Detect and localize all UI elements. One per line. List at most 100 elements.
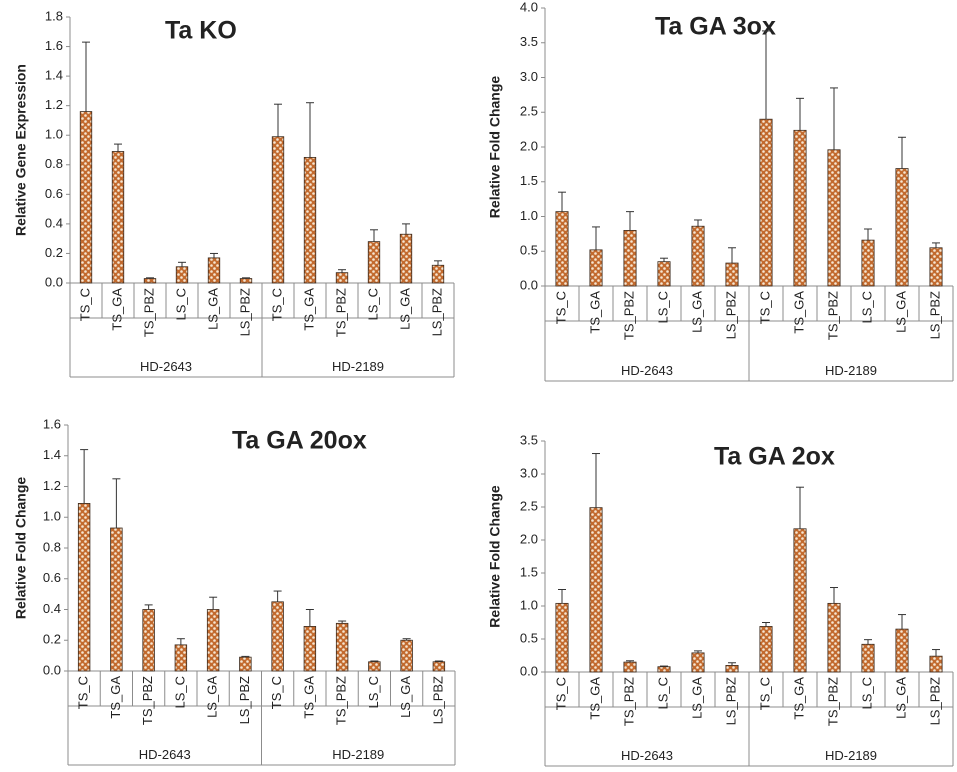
y-tick-label: 1.0: [43, 509, 61, 524]
y-axis-label: Relative Gene Expression: [13, 64, 29, 236]
y-tick-label: 1.0: [520, 597, 538, 612]
category-label: TS_GA: [301, 288, 316, 331]
y-tick-label: 0.0: [520, 663, 538, 678]
y-tick-label: 1.4: [45, 68, 63, 83]
category-label: LS_C: [655, 291, 670, 324]
category-label: LS_C: [859, 291, 874, 324]
category-label: TS_PBZ: [621, 677, 636, 726]
y-tick-label: 4.0: [520, 0, 538, 14]
category-label: LS_GA: [689, 677, 704, 719]
y-tick-label: 0.4: [45, 215, 63, 230]
y-tick-label: 0.0: [520, 277, 538, 292]
category-label: TS_C: [76, 676, 91, 709]
chart-panel-4: Ta GA 2ox Relative Fold Change 0.0 0.5 1.0 1.…: [487, 432, 954, 767]
bar: [657, 261, 671, 287]
category-label: LS_C: [366, 676, 381, 709]
category-label: LS_PBZ: [927, 677, 942, 725]
y-tick-label: 2.0: [520, 138, 538, 153]
y-tick-label: 3.5: [520, 34, 538, 49]
y-tick-label: 3.0: [520, 465, 538, 480]
y-tick-label: 0.5: [520, 243, 538, 258]
y-axis-label: Relative Fold Change: [13, 477, 29, 620]
category-label: LS_GA: [893, 291, 908, 333]
y-tick-label: 0.0: [45, 274, 63, 289]
category-label: LS_C: [173, 288, 188, 321]
y-tick-label: 1.6: [43, 416, 61, 431]
y-tick-label: 1.8: [45, 8, 63, 23]
bar: [111, 151, 125, 284]
category-label: LS_C: [655, 677, 670, 710]
bar: [759, 118, 773, 287]
bar: [555, 211, 569, 287]
category-label: TS_C: [757, 291, 772, 324]
y-tick-label: 0.6: [45, 186, 63, 201]
bar: [174, 644, 188, 672]
category-label: LS_C: [859, 677, 874, 710]
bar: [895, 168, 909, 287]
category-label: TS_PBZ: [621, 291, 636, 340]
bar: [206, 609, 220, 672]
category-label: LS_C: [172, 676, 187, 709]
category-label: LS_GA: [205, 676, 220, 718]
chart-title: Ta GA 20ox: [232, 427, 367, 455]
bar: [367, 241, 381, 284]
y-tick-label: 3.0: [520, 69, 538, 84]
chart-title: Ta GA 3ox: [655, 13, 776, 41]
y-tick-label: 0.8: [43, 539, 61, 554]
y-axis-label: Relative Fold Change: [487, 485, 503, 628]
category-label: TS_GA: [108, 676, 123, 719]
bar: [399, 233, 413, 284]
bar: [335, 272, 349, 284]
bar: [827, 602, 841, 673]
category-label: LS_C: [365, 288, 380, 321]
group-label: HD-2189: [332, 747, 384, 762]
bar: [861, 239, 875, 287]
bar: [400, 639, 413, 672]
category-label: LS_PBZ: [430, 676, 445, 724]
bar: [895, 628, 909, 673]
category-label: LS_GA: [689, 291, 704, 333]
category-label: LS_GA: [205, 288, 220, 330]
category-label: TS_PBZ: [334, 676, 349, 725]
category-label: TS_PBZ: [333, 288, 348, 337]
y-tick-label: 1.5: [520, 564, 538, 579]
bar: [691, 652, 705, 673]
category-label: LS_PBZ: [723, 677, 738, 725]
y-tick-label: 1.2: [45, 97, 63, 112]
bar: [142, 609, 155, 672]
bar: [143, 278, 157, 284]
category-label: LS_PBZ: [237, 676, 252, 724]
bar: [77, 503, 91, 672]
category-label: TS_GA: [109, 288, 124, 331]
bar: [239, 278, 253, 284]
bar: [271, 601, 284, 672]
category-label: LS_GA: [397, 288, 412, 330]
bar: [759, 626, 773, 673]
chart-title: Ta GA 2ox: [714, 443, 835, 471]
category-label: TS_C: [77, 288, 92, 321]
category-label: LS_PBZ: [723, 291, 738, 339]
group-label: HD-2189: [332, 359, 384, 374]
bar: [271, 136, 285, 284]
category-label: LS_PBZ: [927, 291, 942, 339]
chart-title: Ta KO: [165, 17, 237, 45]
bar: [110, 527, 123, 672]
category-label: TS_C: [757, 677, 772, 710]
bar: [368, 661, 381, 672]
chart-panel-2: Ta GA 3ox Relative Fold Change 0.0 0.5 1.0 1.…: [487, 0, 954, 382]
bar: [335, 622, 349, 672]
y-tick-label: 0.2: [43, 632, 61, 647]
group-label: HD-2643: [140, 359, 192, 374]
bar: [929, 247, 943, 287]
bar: [431, 264, 445, 284]
y-tick-label: 0.8: [45, 156, 63, 171]
y-axis-label: Relative Fold Change: [487, 76, 503, 219]
y-tick-label: 1.0: [520, 208, 538, 223]
bar: [861, 643, 875, 673]
category-label: TS_C: [269, 676, 284, 709]
bar: [691, 225, 705, 287]
y-tick-label: 1.2: [43, 478, 61, 493]
bar: [657, 666, 671, 673]
y-tick-label: 1.5: [520, 173, 538, 188]
